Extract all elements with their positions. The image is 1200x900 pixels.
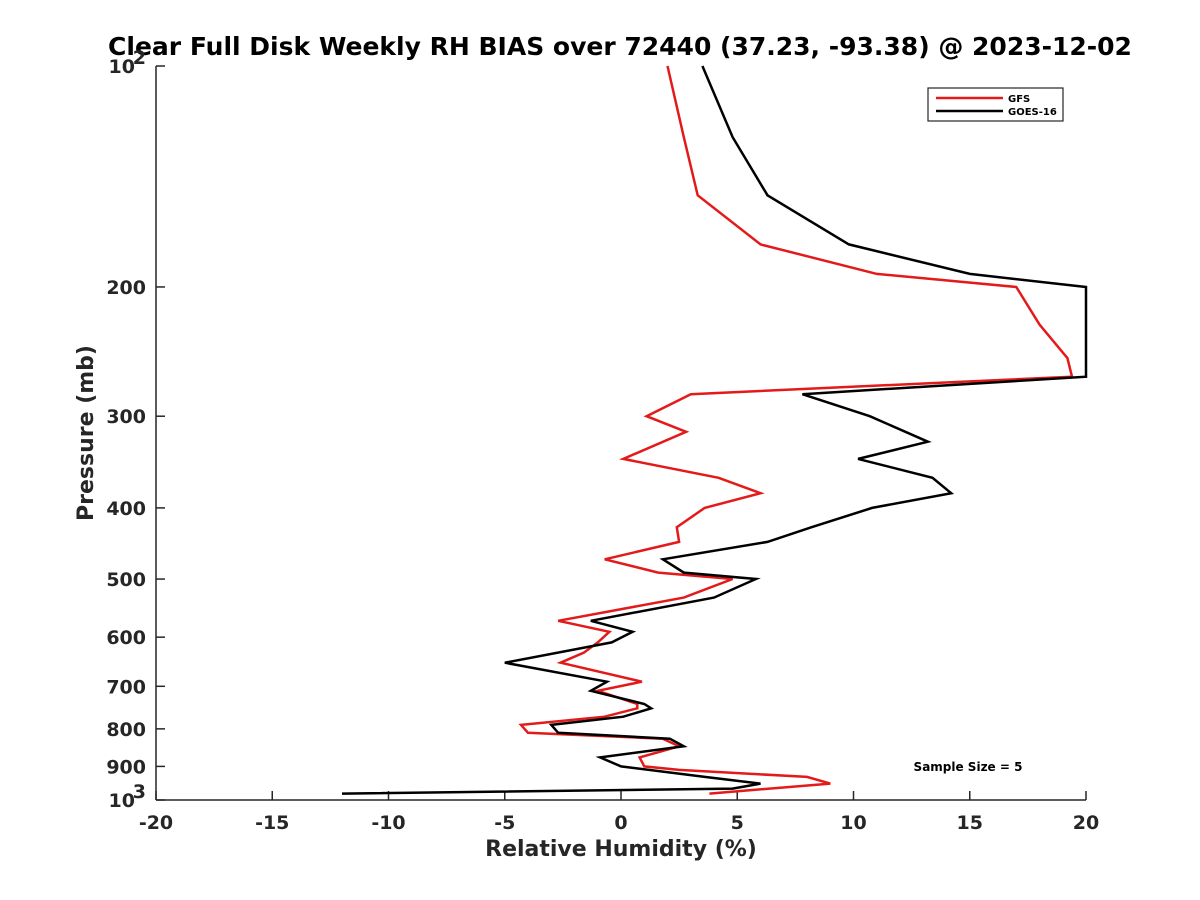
y-tick-label: 10 — [109, 790, 135, 812]
y-tick-label: 500 — [106, 569, 146, 591]
legend-label: GFS — [1008, 94, 1030, 105]
legend: GFS GOES-16 — [927, 87, 1064, 122]
y-tick-label: 900 — [106, 756, 146, 778]
x-tick-label: 5 — [731, 812, 744, 834]
legend-box — [927, 87, 1064, 122]
series-layer — [341, 65, 1088, 795]
x-tick-label: 10 — [840, 812, 866, 834]
x-tick-label: 0 — [614, 812, 627, 834]
y-tick-label: 700 — [106, 676, 146, 698]
x-tick-label: -5 — [494, 812, 515, 834]
chart-title: Clear Full Disk Weekly RH BIAS over 7244… — [108, 32, 1132, 61]
series-line-gfs — [518, 65, 1074, 795]
y-tick-label: 800 — [106, 719, 146, 741]
x-tick-label: -15 — [255, 812, 289, 834]
y-tick-label: 200 — [106, 277, 146, 299]
x-tick-label: -10 — [371, 812, 405, 834]
y-tick-exponent: 3 — [133, 781, 146, 803]
x-tick-label: -20 — [139, 812, 173, 834]
axes: -20 -15 -10 -5 0 5 10 15 20102200300400500600700… — [106, 47, 1099, 834]
sample-size-annotation: Sample Size = 5 — [914, 760, 1023, 774]
x-tick-label: 20 — [1073, 812, 1099, 834]
y-tick-label: 300 — [106, 406, 146, 428]
y-tick-label: 400 — [106, 498, 146, 520]
y-axis-label: Pressure (mb) — [74, 345, 99, 521]
x-tick-label: 15 — [957, 812, 983, 834]
x-axis-label: Relative Humidity (%) — [485, 837, 757, 862]
y-tick-label: 600 — [106, 627, 146, 649]
legend-label: GOES-16 — [1008, 107, 1057, 118]
y-tick-exponent: 2 — [133, 47, 146, 69]
y-tick-label: 10 — [109, 56, 135, 78]
series-line-goes-16 — [341, 65, 1088, 795]
